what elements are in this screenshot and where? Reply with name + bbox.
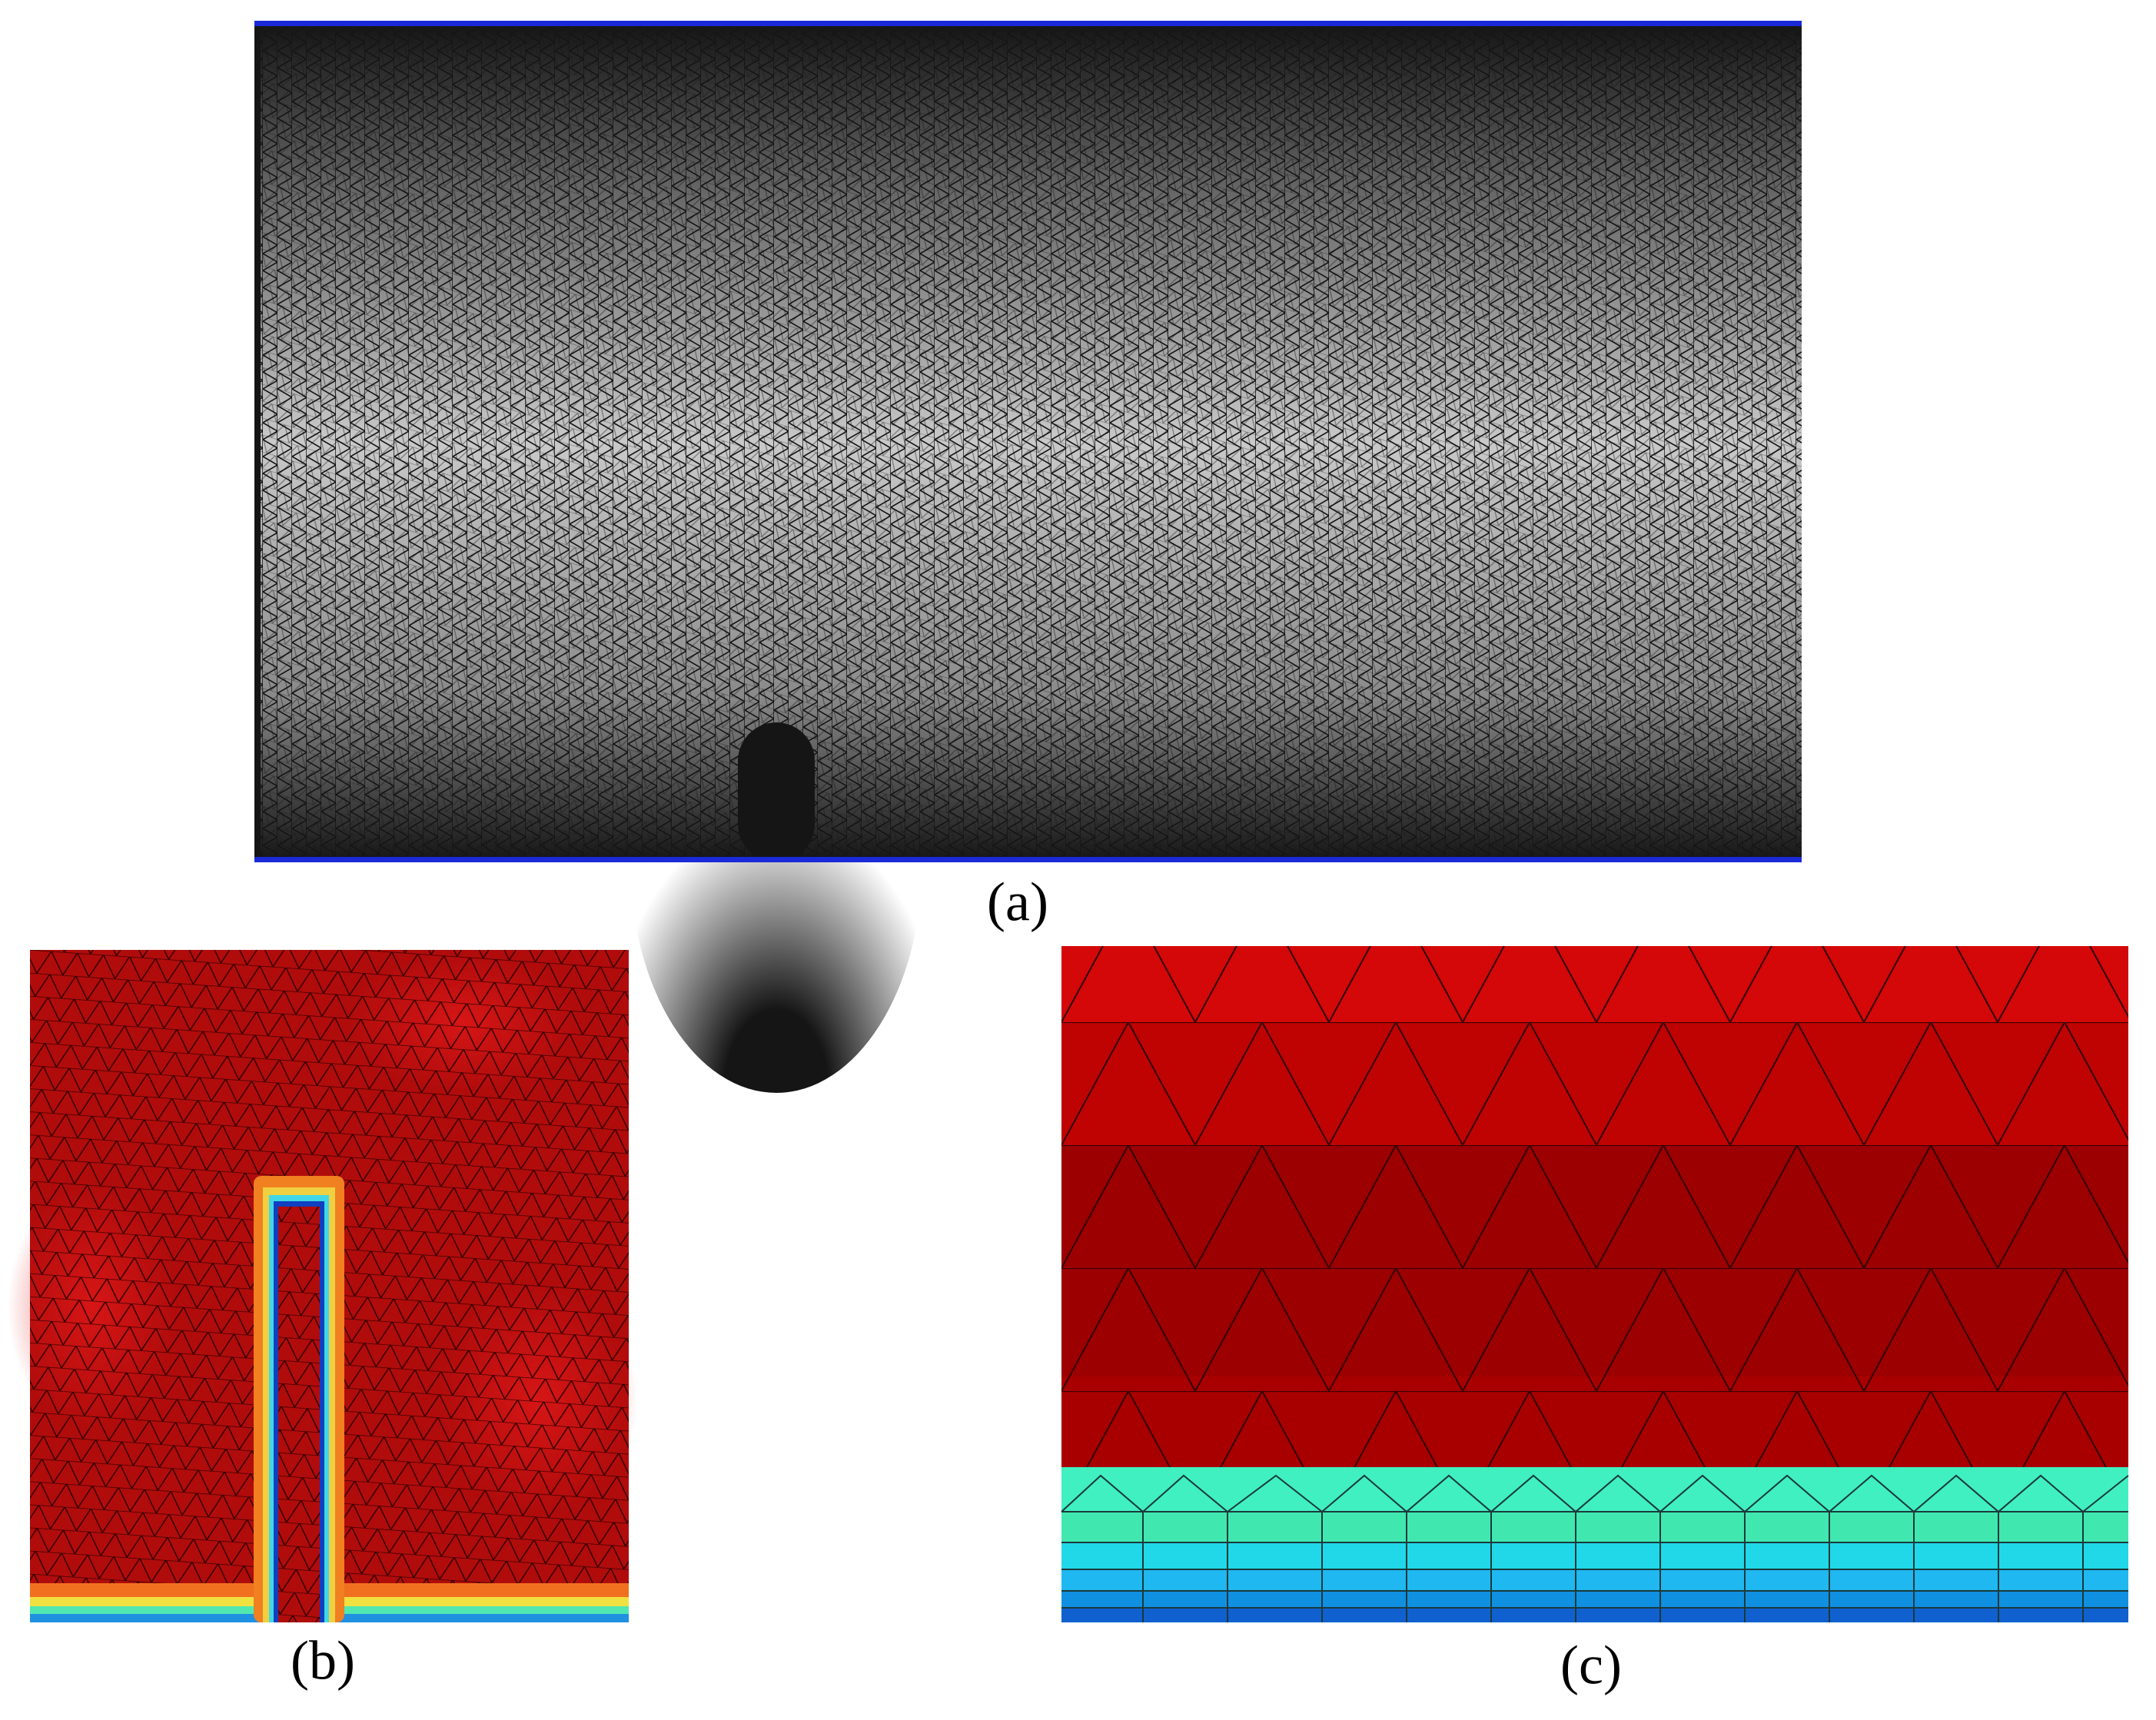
boundary-bottom xyxy=(254,857,1802,862)
layer xyxy=(1061,1591,2128,1608)
layer xyxy=(1061,1569,2128,1591)
panel-c: (c) xyxy=(1061,946,2129,1696)
layer xyxy=(1061,1467,2128,1512)
mesh-lines xyxy=(1061,1474,2129,1622)
panel-label: (b) xyxy=(291,1630,355,1692)
panel-b: (b) xyxy=(8,950,638,1692)
panel-label: (a) xyxy=(987,872,1048,933)
mesh xyxy=(278,1207,320,1622)
dense-band xyxy=(254,23,1802,862)
mesh xyxy=(1061,946,2128,1467)
layer xyxy=(1061,1608,2128,1622)
dense-core xyxy=(738,722,815,862)
panel-a: (a) xyxy=(254,21,1802,1093)
layer xyxy=(1061,1512,2128,1542)
panel-label: (c) xyxy=(1560,1635,1622,1696)
boundary-top xyxy=(254,21,1802,26)
layer xyxy=(1061,1542,2128,1569)
edge xyxy=(254,23,261,862)
